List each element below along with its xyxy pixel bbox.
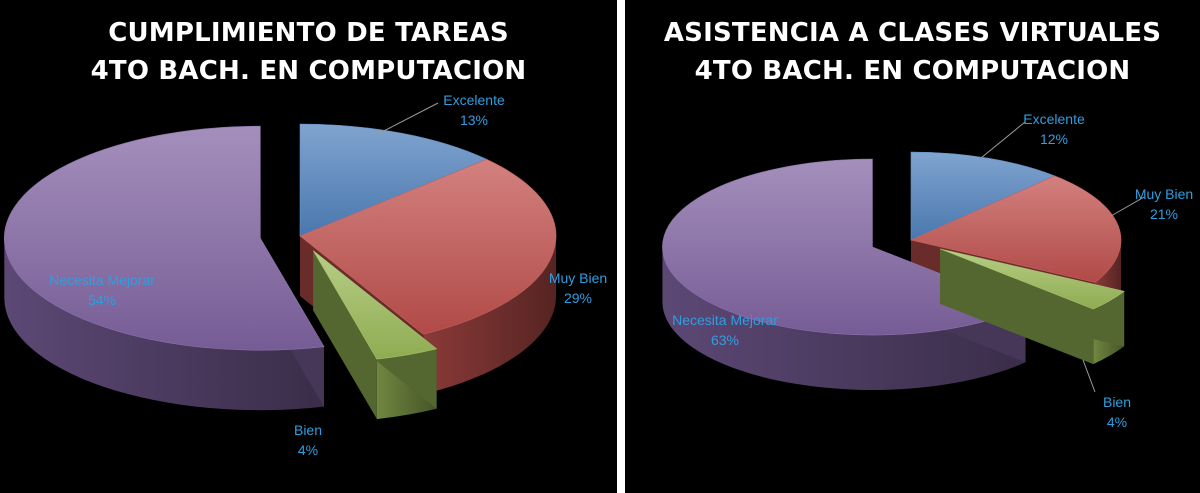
data-label-name: Bien [1102, 394, 1132, 410]
data-label-value: 12% [1039, 131, 1069, 147]
slice-bien [940, 248, 1125, 365]
chart-panel-asistencia: ASISTENCIA A CLASES VIRTUALES 4TO BACH. … [625, 0, 1200, 493]
data-label-value: 13% [459, 112, 489, 128]
data-label-excelente: Excelente 13% [443, 90, 504, 130]
slice-wall-bien [313, 250, 377, 420]
slice-necesita-mejorar [4, 125, 325, 411]
leader-line [1110, 196, 1145, 217]
slice-top-bien [940, 248, 1125, 310]
chart-title-line-2: 4TO BACH. EN COMPUTACION [90, 56, 527, 86]
data-label-necesita-mejorar: Necesita Mejorar 63% [672, 310, 778, 350]
data-label-name: Muy Bien [1134, 186, 1194, 202]
slice-top-bien [312, 250, 438, 360]
data-label-value: 21% [1149, 206, 1179, 222]
data-label-value: 29% [563, 290, 593, 306]
data-label-bien: Bien 4% [1103, 392, 1131, 432]
slice-wall-bien [940, 248, 1094, 365]
data-label-value: 4% [297, 442, 319, 458]
slice-top-necesita-mejorar [4, 125, 325, 351]
data-label-name: Excelente [443, 92, 505, 108]
data-label-bien: Bien 4% [294, 420, 322, 460]
chart-title-line-2: 4TO BACH. EN COMPUTACION [694, 56, 1131, 86]
pie-chart-asistencia [662, 121, 1145, 393]
data-label-necesita-mejorar: Necesita Mejorar 54% [49, 270, 155, 310]
leader-line [1082, 359, 1096, 393]
data-label-muy-bien: Muy Bien 29% [549, 268, 607, 308]
data-label-name: Muy Bien [548, 270, 608, 286]
data-label-name: Necesita Mejorar [672, 312, 778, 328]
chart-title-asistencia: ASISTENCIA A CLASES VIRTUALES 4TO BACH. … [625, 14, 1200, 90]
leader-line [980, 121, 1026, 159]
data-label-value: 54% [87, 292, 117, 308]
slice-top-muy-bien [910, 175, 1122, 283]
chart-title-line-1: ASISTENCIA A CLASES VIRTUALES [663, 18, 1162, 48]
chart-title-line-1: CUMPLIMIENTO DE TAREAS [108, 18, 509, 48]
leader-line [375, 102, 439, 136]
data-label-muy-bien: Muy Bien 21% [1135, 184, 1193, 224]
data-label-name: Excelente [1023, 111, 1085, 127]
slice-top-excelente [910, 151, 1056, 241]
slice-top-necesita-mejorar [662, 158, 1027, 336]
data-label-value: 4% [1106, 414, 1128, 430]
chart-title-tareas: CUMPLIMIENTO DE TAREAS 4TO BACH. EN COMP… [0, 14, 617, 90]
slice-bien [312, 250, 438, 420]
data-label-excelente: Excelente 12% [1023, 109, 1084, 149]
slice-side-necesita-mejorar [4, 238, 324, 411]
data-label-name: Bien [293, 422, 323, 438]
slice-side-necesita-mejorar [662, 246, 1026, 390]
slice-top-excelente [299, 123, 488, 237]
chart-panel-tareas: CUMPLIMIENTO DE TAREAS 4TO BACH. EN COMP… [0, 0, 617, 493]
data-label-name: Necesita Mejorar [49, 272, 155, 288]
data-label-value: 63% [710, 332, 740, 348]
slice-side-muy-bien [423, 236, 556, 395]
slice-top-muy-bien [299, 159, 557, 335]
pie-chart-tareas [4, 102, 557, 420]
